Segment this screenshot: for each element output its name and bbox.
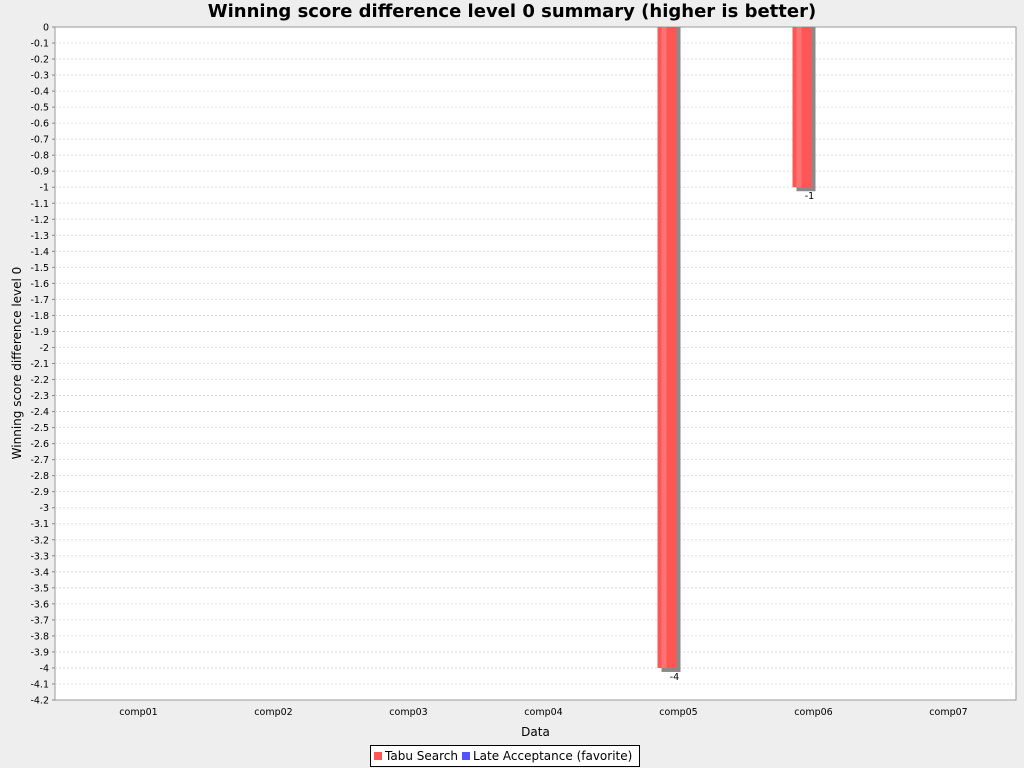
legend-label-tabu-search: Tabu Search xyxy=(385,749,458,763)
bar-value-label-comp05: -4 xyxy=(670,672,679,683)
legend: Tabu Search Late Acceptance (favorite) xyxy=(370,745,641,767)
y-tick-label: -1.1 xyxy=(30,199,49,210)
y-tick-label: -2.2 xyxy=(30,375,49,386)
y-tick-label: -1.3 xyxy=(30,231,49,242)
legend-swatch-late-acceptance xyxy=(461,752,470,760)
x-tick-label-comp01: comp01 xyxy=(119,707,157,718)
x-axis-ticks: comp01 comp02 comp03 comp04 comp05 comp06 comp… xyxy=(119,707,967,718)
bars xyxy=(657,27,816,672)
y-tick-label: -2.5 xyxy=(30,423,49,434)
y-tick-label: -1.2 xyxy=(30,215,49,226)
y-tick-label: 0 xyxy=(43,23,49,34)
y-tick-label: -3.8 xyxy=(30,631,49,642)
y-tick-label: -1.9 xyxy=(30,327,49,338)
x-tick-label-comp05: comp05 xyxy=(659,707,697,718)
y-tick-label: -0.7 xyxy=(30,135,49,146)
legend-swatch-tabu-search xyxy=(374,752,382,760)
y-tick-label: -2.8 xyxy=(30,471,49,482)
y-tick-label: -0.1 xyxy=(30,39,49,50)
y-tick-label: -3.4 xyxy=(30,567,49,578)
y-tick-label: -4 xyxy=(40,663,49,674)
y-tick-label: -4.2 xyxy=(30,696,49,707)
y-tick-label: -2.9 xyxy=(30,487,49,498)
y-axis-ticks: 0 -0.1 -0.2 -0.3 -0.4 -0.5 -0.6 -0.7 -0.8 -0.9 -1 -… xyxy=(30,23,55,707)
y-tick-label: -3.5 xyxy=(30,583,49,594)
legend-label-late-acceptance: Late Acceptance (favorite) xyxy=(472,749,633,763)
x-tick-label-comp07: comp07 xyxy=(929,707,967,718)
bar-highlight-comp05 xyxy=(661,27,667,668)
y-tick-label: -1.5 xyxy=(30,263,49,274)
bar-tabu-search-comp06 xyxy=(792,27,812,188)
y-tick-label: -3.6 xyxy=(30,599,49,610)
x-tick-label-comp02: comp02 xyxy=(254,707,292,718)
legend-item-late-acceptance: Late Acceptance (favorite) xyxy=(461,746,633,766)
chart-title: Winning score difference level 0 summary… xyxy=(207,1,817,22)
y-tick-label: -2.3 xyxy=(30,391,49,402)
y-tick-label: -0.6 xyxy=(30,119,49,130)
y-tick-label: -3.9 xyxy=(30,647,49,658)
y-tick-label: -1 xyxy=(40,183,49,194)
bar-tabu-search-comp05 xyxy=(657,27,677,668)
y-tick-label: -3.2 xyxy=(30,535,49,546)
bar-value-label-comp06: -1 xyxy=(805,191,814,202)
y-tick-label: -0.2 xyxy=(30,55,49,66)
y-tick-label: -3.7 xyxy=(30,615,49,626)
y-tick-label: -0.5 xyxy=(30,103,49,114)
y-tick-label: -1.6 xyxy=(30,279,49,290)
y-axis-title: Winning score difference level 0 xyxy=(10,267,24,460)
y-tick-label: -0.8 xyxy=(30,151,49,162)
y-tick-label: -1.8 xyxy=(30,311,49,322)
y-tick-label: -0.3 xyxy=(30,71,49,82)
y-tick-label: -0.4 xyxy=(30,87,49,98)
y-tick-label: -1.4 xyxy=(30,247,49,258)
x-tick-label-comp06: comp06 xyxy=(794,707,832,718)
x-axis-title: Data xyxy=(521,725,550,739)
y-tick-label: -2 xyxy=(40,343,49,354)
y-tick-label: -4.1 xyxy=(30,679,49,690)
y-tick-label: -1.7 xyxy=(30,295,49,306)
x-tick-label-comp03: comp03 xyxy=(389,707,427,718)
x-tick-label-comp04: comp04 xyxy=(524,707,562,718)
y-tick-label: -2.1 xyxy=(30,359,49,370)
y-tick-label: -3.1 xyxy=(30,519,49,530)
grid-lines xyxy=(55,42,1016,685)
data-labels: -4 -1 xyxy=(670,191,814,683)
y-tick-label: -3.3 xyxy=(30,551,49,562)
bar-highlight-comp06 xyxy=(796,27,802,188)
y-tick-label: -2.6 xyxy=(30,439,49,450)
y-tick-label: -2.7 xyxy=(30,455,49,466)
y-tick-label: -2.4 xyxy=(30,407,49,418)
legend-item-tabu-search: Tabu Search xyxy=(374,746,458,766)
y-tick-label: -0.9 xyxy=(30,167,49,178)
y-tick-label: -3 xyxy=(40,503,49,514)
